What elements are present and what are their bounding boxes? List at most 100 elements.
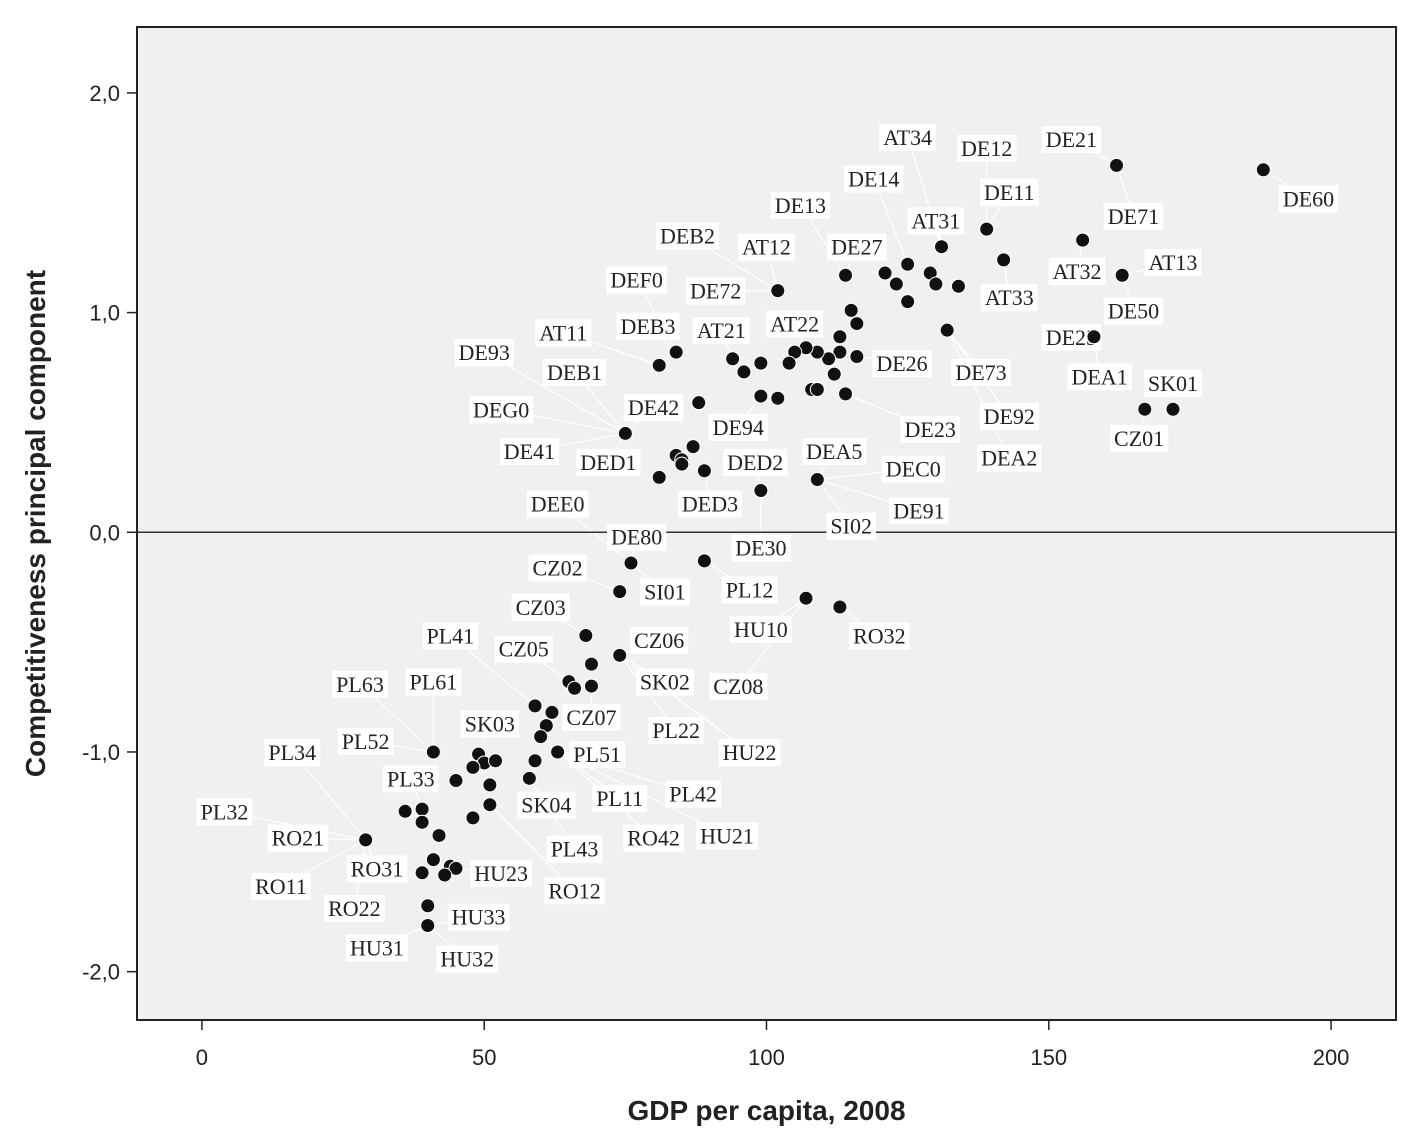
point-label-box xyxy=(709,673,768,701)
data-point xyxy=(1086,329,1102,345)
data-point xyxy=(448,860,464,876)
plot-frame xyxy=(136,26,1397,1021)
point-label-box xyxy=(1144,249,1202,277)
point-label: AT33 xyxy=(980,284,1038,312)
data-point xyxy=(527,698,543,714)
point-label-box xyxy=(872,350,932,378)
data-point xyxy=(696,553,712,569)
point-label-text: DE27 xyxy=(831,235,882,260)
point-label-box xyxy=(346,934,408,962)
point-label-box xyxy=(907,207,965,235)
point-label-text: DEF0 xyxy=(610,268,663,293)
y-tick-label: 2,0 xyxy=(89,81,120,106)
point-label-text: DE72 xyxy=(690,279,741,304)
point-label-text: AT21 xyxy=(697,318,746,343)
data-point xyxy=(651,469,667,485)
point-label: DEB2 xyxy=(655,222,719,250)
data-point xyxy=(838,386,854,402)
point-label: CZ06 xyxy=(630,626,689,654)
point-label: SI01 xyxy=(640,578,690,606)
point-label: DEA1 xyxy=(1067,363,1132,391)
data-point xyxy=(1114,267,1130,283)
data-point xyxy=(832,599,848,615)
point-label-box xyxy=(544,877,605,905)
data-point xyxy=(521,770,537,786)
data-point xyxy=(414,814,430,830)
data-point xyxy=(1109,157,1125,173)
point-label-text: DE13 xyxy=(775,193,826,218)
point-label-text: CZ03 xyxy=(516,595,566,620)
y-tick-label: 0,0 xyxy=(89,520,120,545)
point-label-box xyxy=(606,523,667,551)
point-label-text: DE11 xyxy=(984,180,1035,205)
point-label: PL32 xyxy=(196,798,253,826)
point-label-box xyxy=(1278,185,1339,213)
point-label-text: CZ07 xyxy=(566,705,616,730)
point-label: DEB1 xyxy=(543,358,607,386)
point-label-box xyxy=(718,738,781,766)
point-label-box xyxy=(1048,257,1106,285)
point-label: AT13 xyxy=(1144,249,1202,277)
data-point xyxy=(934,239,950,255)
data-point xyxy=(623,555,639,571)
data-point xyxy=(414,865,430,881)
point-label-text: DED1 xyxy=(580,450,636,475)
point-label: RO31 xyxy=(346,855,408,883)
point-label: DE91 xyxy=(889,497,949,525)
point-label-box xyxy=(526,490,589,518)
point-label-box xyxy=(826,512,876,540)
data-point xyxy=(578,628,594,644)
point-label-text: SK04 xyxy=(521,793,571,818)
point-label-box xyxy=(346,855,408,883)
data-point xyxy=(736,364,752,380)
point-label-text: DE92 xyxy=(984,404,1035,429)
data-point xyxy=(420,918,436,934)
point-label: CZ01 xyxy=(1110,424,1169,452)
point-label: SK01 xyxy=(1143,369,1203,397)
point-label: PL63 xyxy=(332,670,388,698)
point-label-box xyxy=(543,358,607,386)
point-label-text: SK01 xyxy=(1148,371,1198,396)
data-point xyxy=(838,267,854,283)
point-label-box xyxy=(766,310,824,338)
y-tick-label: -1,0 xyxy=(82,740,120,765)
point-label-text: PL61 xyxy=(410,670,458,695)
x-axis-ticks: 0 50 100 150 200 xyxy=(196,1020,1349,1070)
point-label: SK03 xyxy=(460,710,519,738)
data-point xyxy=(900,294,916,310)
point-label-box xyxy=(422,622,479,650)
point-label-text: DE12 xyxy=(961,136,1012,161)
data-point xyxy=(781,355,797,371)
point-label-box xyxy=(528,554,587,582)
point-label: AT31 xyxy=(907,207,965,235)
data-point xyxy=(583,656,599,672)
point-label-box xyxy=(977,444,1042,472)
leader-line xyxy=(489,804,575,891)
point-label-text: RO42 xyxy=(627,826,680,851)
data-point xyxy=(617,425,633,441)
point-label-box xyxy=(324,894,385,922)
point-label: DE27 xyxy=(827,233,887,261)
data-point xyxy=(414,801,430,817)
point-labels: AT34 DE12 DE21 DE14 DE11 DE13 DE71 DE60 AT31 DEB2… xyxy=(196,123,1339,973)
data-point xyxy=(685,439,701,455)
point-label-text: RO31 xyxy=(351,856,404,881)
data-point xyxy=(482,777,498,793)
point-label-box xyxy=(979,402,1039,430)
point-label: AT21 xyxy=(692,317,750,345)
point-label: HU10 xyxy=(729,615,792,643)
point-label-text: CZ01 xyxy=(1114,426,1164,451)
data-point xyxy=(928,276,944,292)
point-label-text: HU21 xyxy=(700,823,754,848)
point-label-box xyxy=(844,165,904,193)
point-label-box xyxy=(469,396,534,424)
point-label: PL43 xyxy=(546,835,603,863)
point-label-text: PL11 xyxy=(596,786,643,811)
data-point xyxy=(550,744,566,760)
point-label: DE11 xyxy=(980,178,1039,206)
point-label-text: DE94 xyxy=(713,415,764,440)
point-label-text: DE91 xyxy=(893,498,944,523)
point-label-box xyxy=(731,534,791,562)
point-label-box xyxy=(957,134,1017,162)
data-point xyxy=(832,344,848,360)
